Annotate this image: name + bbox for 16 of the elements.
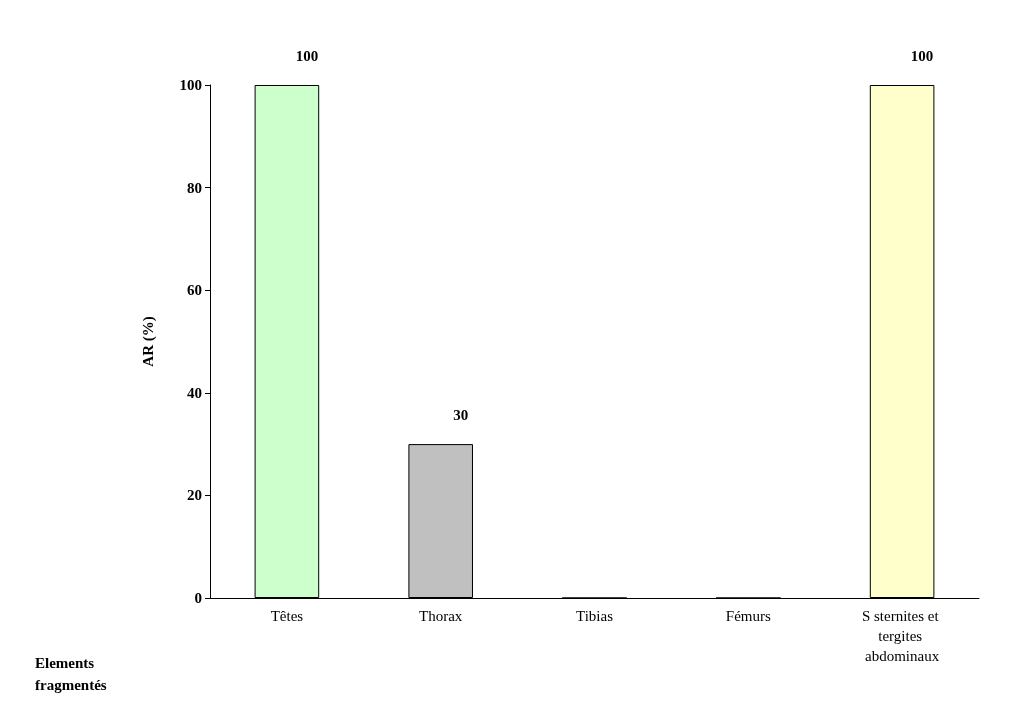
x-tick-label: S sternites et tergites abdominaux — [861, 608, 943, 664]
y-axis-title: AR (%) — [139, 316, 157, 367]
y-tick-label: 40 — [187, 384, 202, 401]
x-tick-label: Thorax — [419, 608, 463, 624]
y-tick-label: 60 — [187, 282, 202, 299]
data-label: 100 — [910, 47, 934, 64]
data-label: 30 — [453, 406, 469, 423]
y-tick-label: 80 — [187, 179, 202, 196]
y-tick-label: 100 — [179, 77, 202, 93]
y-tick-label: 0 — [194, 590, 202, 606]
x-tick-label: Tibias — [576, 608, 614, 624]
data-label: 100 — [295, 47, 319, 64]
x-axis-title: Elements fragmentés — [35, 655, 107, 693]
x-tick-label: Têtes — [270, 608, 304, 624]
y-tick-label: 20 — [187, 487, 202, 504]
x-tick-label: Fémurs — [725, 608, 771, 624]
